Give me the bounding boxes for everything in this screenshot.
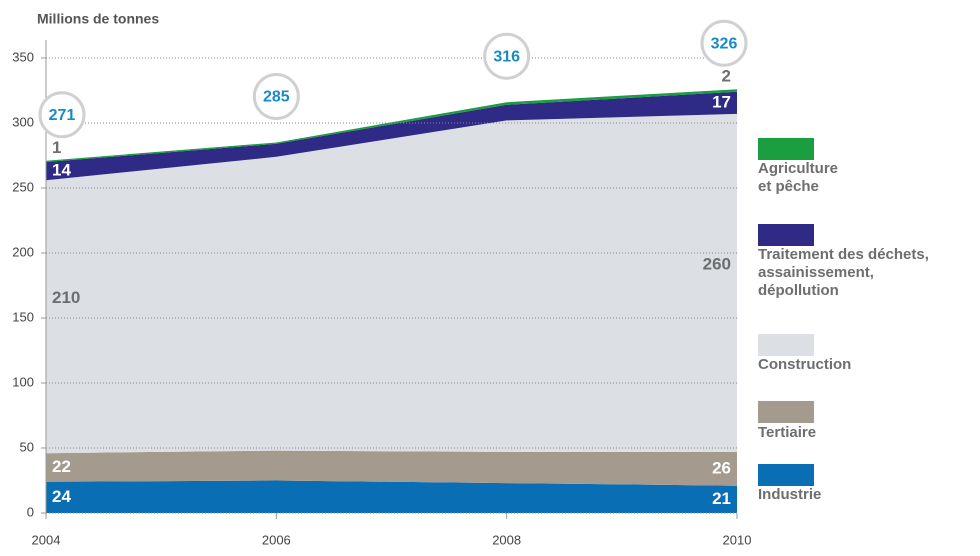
legend-label: Tertiaire	[758, 424, 817, 441]
total-circle	[38, 91, 86, 139]
legend-label: Agriculture et pêche	[758, 160, 839, 195]
x-tick-label: 2008	[492, 532, 521, 547]
legend-swatch	[758, 401, 814, 423]
value-label: 1	[52, 138, 61, 157]
y-tick-label: 50	[20, 439, 34, 454]
area	[46, 480, 737, 513]
y-axis-title: Millions de tonnes	[37, 11, 159, 27]
value-label: 14	[52, 161, 71, 180]
total-circle	[252, 73, 300, 120]
value-label: 260	[703, 254, 731, 273]
total-label: 285	[263, 89, 290, 106]
value-label: 22	[52, 457, 71, 476]
total-label: 271	[49, 107, 76, 124]
legend-label: Traitement des déchets, assainissement, …	[758, 246, 929, 299]
value-label: 26	[712, 458, 731, 477]
value-label: 21	[712, 489, 731, 508]
total-label: 316	[493, 48, 520, 65]
value-label: 17	[712, 92, 731, 111]
legend-label: Construction	[758, 356, 852, 373]
x-tick-label: 2006	[262, 532, 291, 547]
legend-label: Industrie	[758, 486, 822, 503]
x-tick-label: 2010	[723, 532, 752, 547]
legend-swatch	[758, 224, 814, 246]
y-tick-label: 300	[12, 114, 34, 129]
total-label: 326	[711, 35, 738, 52]
value-label: 210	[52, 288, 80, 307]
value-label: 24	[52, 487, 71, 506]
legend-swatch	[758, 464, 814, 486]
y-tick-label: 350	[12, 49, 34, 64]
area	[46, 91, 737, 181]
total-circle	[483, 32, 531, 80]
y-tick-label: 200	[12, 244, 34, 259]
area	[46, 113, 737, 454]
y-tick-label: 0	[27, 504, 34, 519]
y-tick-label: 250	[12, 179, 34, 194]
legend-swatch	[758, 334, 814, 356]
area	[46, 450, 737, 486]
value-label: 2	[722, 67, 731, 86]
total-circle	[700, 19, 748, 67]
y-tick-label: 150	[12, 309, 34, 324]
y-tick-label: 100	[12, 374, 34, 389]
x-tick-label: 2004	[32, 532, 61, 547]
legend-swatch	[758, 138, 814, 160]
